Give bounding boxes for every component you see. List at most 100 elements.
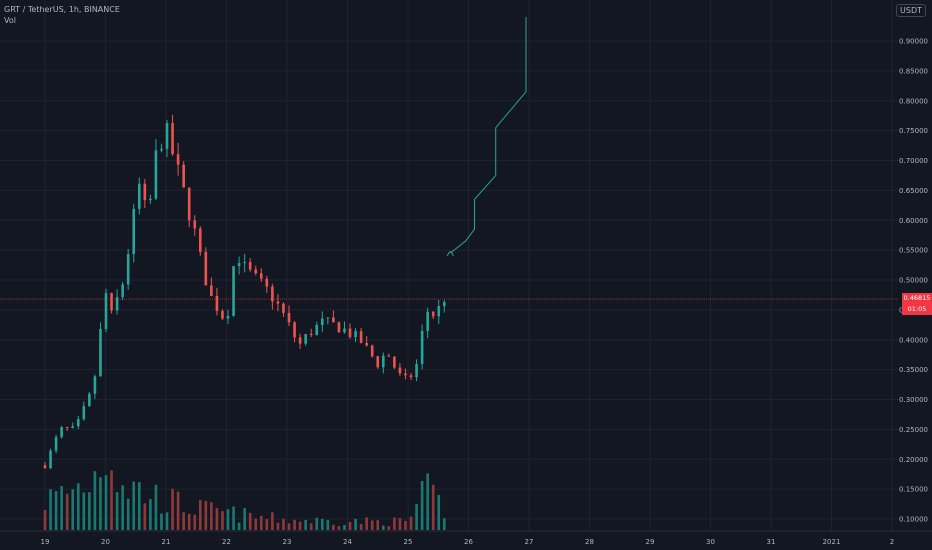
candle-body	[76, 419, 80, 427]
candle-body	[99, 328, 102, 377]
volume-bar	[276, 522, 280, 530]
candle-body	[237, 263, 241, 267]
volume-bar	[60, 486, 63, 530]
volume-indicator-label[interactable]: Vol	[4, 16, 16, 25]
x-tick-label: 27	[525, 538, 534, 546]
volume-bar	[226, 509, 230, 530]
volume-bar	[237, 522, 241, 530]
volume-bar	[198, 500, 202, 530]
candle-body	[132, 208, 136, 255]
x-tick-label: 22	[222, 538, 231, 546]
candle-body	[71, 426, 75, 428]
volume-bar	[176, 491, 180, 530]
volume-bar	[354, 518, 357, 530]
volume-bar	[154, 484, 158, 530]
candle-body	[365, 342, 368, 346]
volume-bar	[271, 512, 274, 530]
y-tick-label: 0.10000	[899, 516, 928, 524]
x-tick-label: 19	[41, 538, 50, 546]
candle-countdown-tag: 01:05	[902, 304, 932, 316]
candle-body	[165, 123, 169, 149]
candle-body	[93, 376, 97, 394]
candle-body	[154, 150, 158, 199]
y-tick-label: 0.90000	[899, 38, 928, 46]
candle-body	[226, 315, 230, 319]
volume-bar	[165, 512, 169, 530]
candle-body	[143, 183, 147, 201]
y-tick-label: 0.65000	[899, 187, 928, 195]
candle-body	[121, 284, 124, 298]
x-tick-label: 30	[706, 538, 715, 546]
volume-bar	[160, 513, 163, 530]
volume-bar	[381, 525, 385, 530]
candle-body	[276, 301, 280, 304]
volume-bar	[149, 499, 152, 530]
y-tick-label: 0.85000	[899, 67, 928, 75]
candle-body	[298, 337, 302, 344]
volume-bar	[437, 495, 441, 530]
candle-body	[254, 269, 258, 274]
symbol-title[interactable]: GRT / TetherUS, 1h, BINANCE	[4, 5, 120, 14]
volume-bar	[304, 519, 307, 530]
candle-body	[348, 328, 352, 338]
volume-bar	[132, 481, 136, 530]
candle-body	[387, 355, 391, 357]
volume-bar	[88, 492, 91, 530]
candle-body	[443, 302, 446, 307]
volume-bar	[193, 514, 197, 530]
candle-body	[393, 356, 396, 368]
candle-body	[215, 296, 219, 311]
volume-bar	[265, 519, 269, 530]
y-tick-label: 0.60000	[899, 217, 928, 225]
volume-bar	[337, 526, 341, 530]
candle-body	[293, 322, 296, 338]
volume-bar	[393, 517, 396, 530]
volume-bar	[259, 515, 263, 530]
projection-line	[450, 17, 527, 254]
volume-bar	[248, 512, 252, 530]
price-axis[interactable]: 0.90000 0.85000 0.80000 0.75000 0.70000 0.650…	[899, 38, 928, 524]
candle-body	[326, 317, 330, 319]
y-tick-label: 0.70000	[899, 157, 928, 165]
candle-body	[431, 311, 435, 317]
x-tick-label: 31	[767, 538, 776, 546]
time-axis[interactable]: 19 20 21 22 23 24 25 26 27 28 29 30 31 2021 2	[0, 530, 932, 546]
candle-body	[332, 317, 335, 323]
candle-body	[49, 450, 52, 469]
volume-bar	[215, 507, 219, 530]
volume-bar	[121, 485, 124, 530]
volume-bar	[409, 516, 413, 530]
volume-bar	[137, 482, 141, 530]
x-tick-label: 2021	[823, 538, 841, 546]
y-tick-label: 0.50000	[899, 277, 928, 285]
volume-bar	[348, 521, 352, 530]
candle-body	[287, 312, 291, 323]
candle-body	[320, 318, 324, 325]
volume-bar	[82, 492, 86, 530]
candle-body	[65, 427, 69, 429]
last-price-tag: 0.46815	[902, 293, 932, 305]
candle-body	[115, 297, 119, 311]
candle-body	[304, 334, 307, 344]
y-tick-label: 0.25000	[899, 426, 928, 434]
volume-bar	[443, 518, 446, 530]
volume-bar	[210, 502, 213, 530]
volume-bar	[110, 470, 113, 530]
y-tick-label: 0.20000	[899, 456, 928, 464]
volume-bar	[204, 500, 208, 530]
volume-bar	[104, 475, 108, 530]
candle-body	[54, 437, 58, 451]
currency-label[interactable]: USDT	[896, 4, 926, 17]
candle-body	[110, 293, 113, 311]
volume-bar	[76, 483, 80, 530]
candle-body	[193, 220, 197, 229]
candle-body	[43, 465, 47, 469]
x-tick-label: 20	[101, 538, 110, 546]
candle-body	[204, 251, 208, 286]
candle-body	[381, 355, 385, 368]
y-tick-label: 0.55000	[899, 247, 928, 255]
candle-body	[232, 266, 235, 316]
volume-bar	[71, 489, 75, 530]
candle-body	[82, 406, 86, 420]
